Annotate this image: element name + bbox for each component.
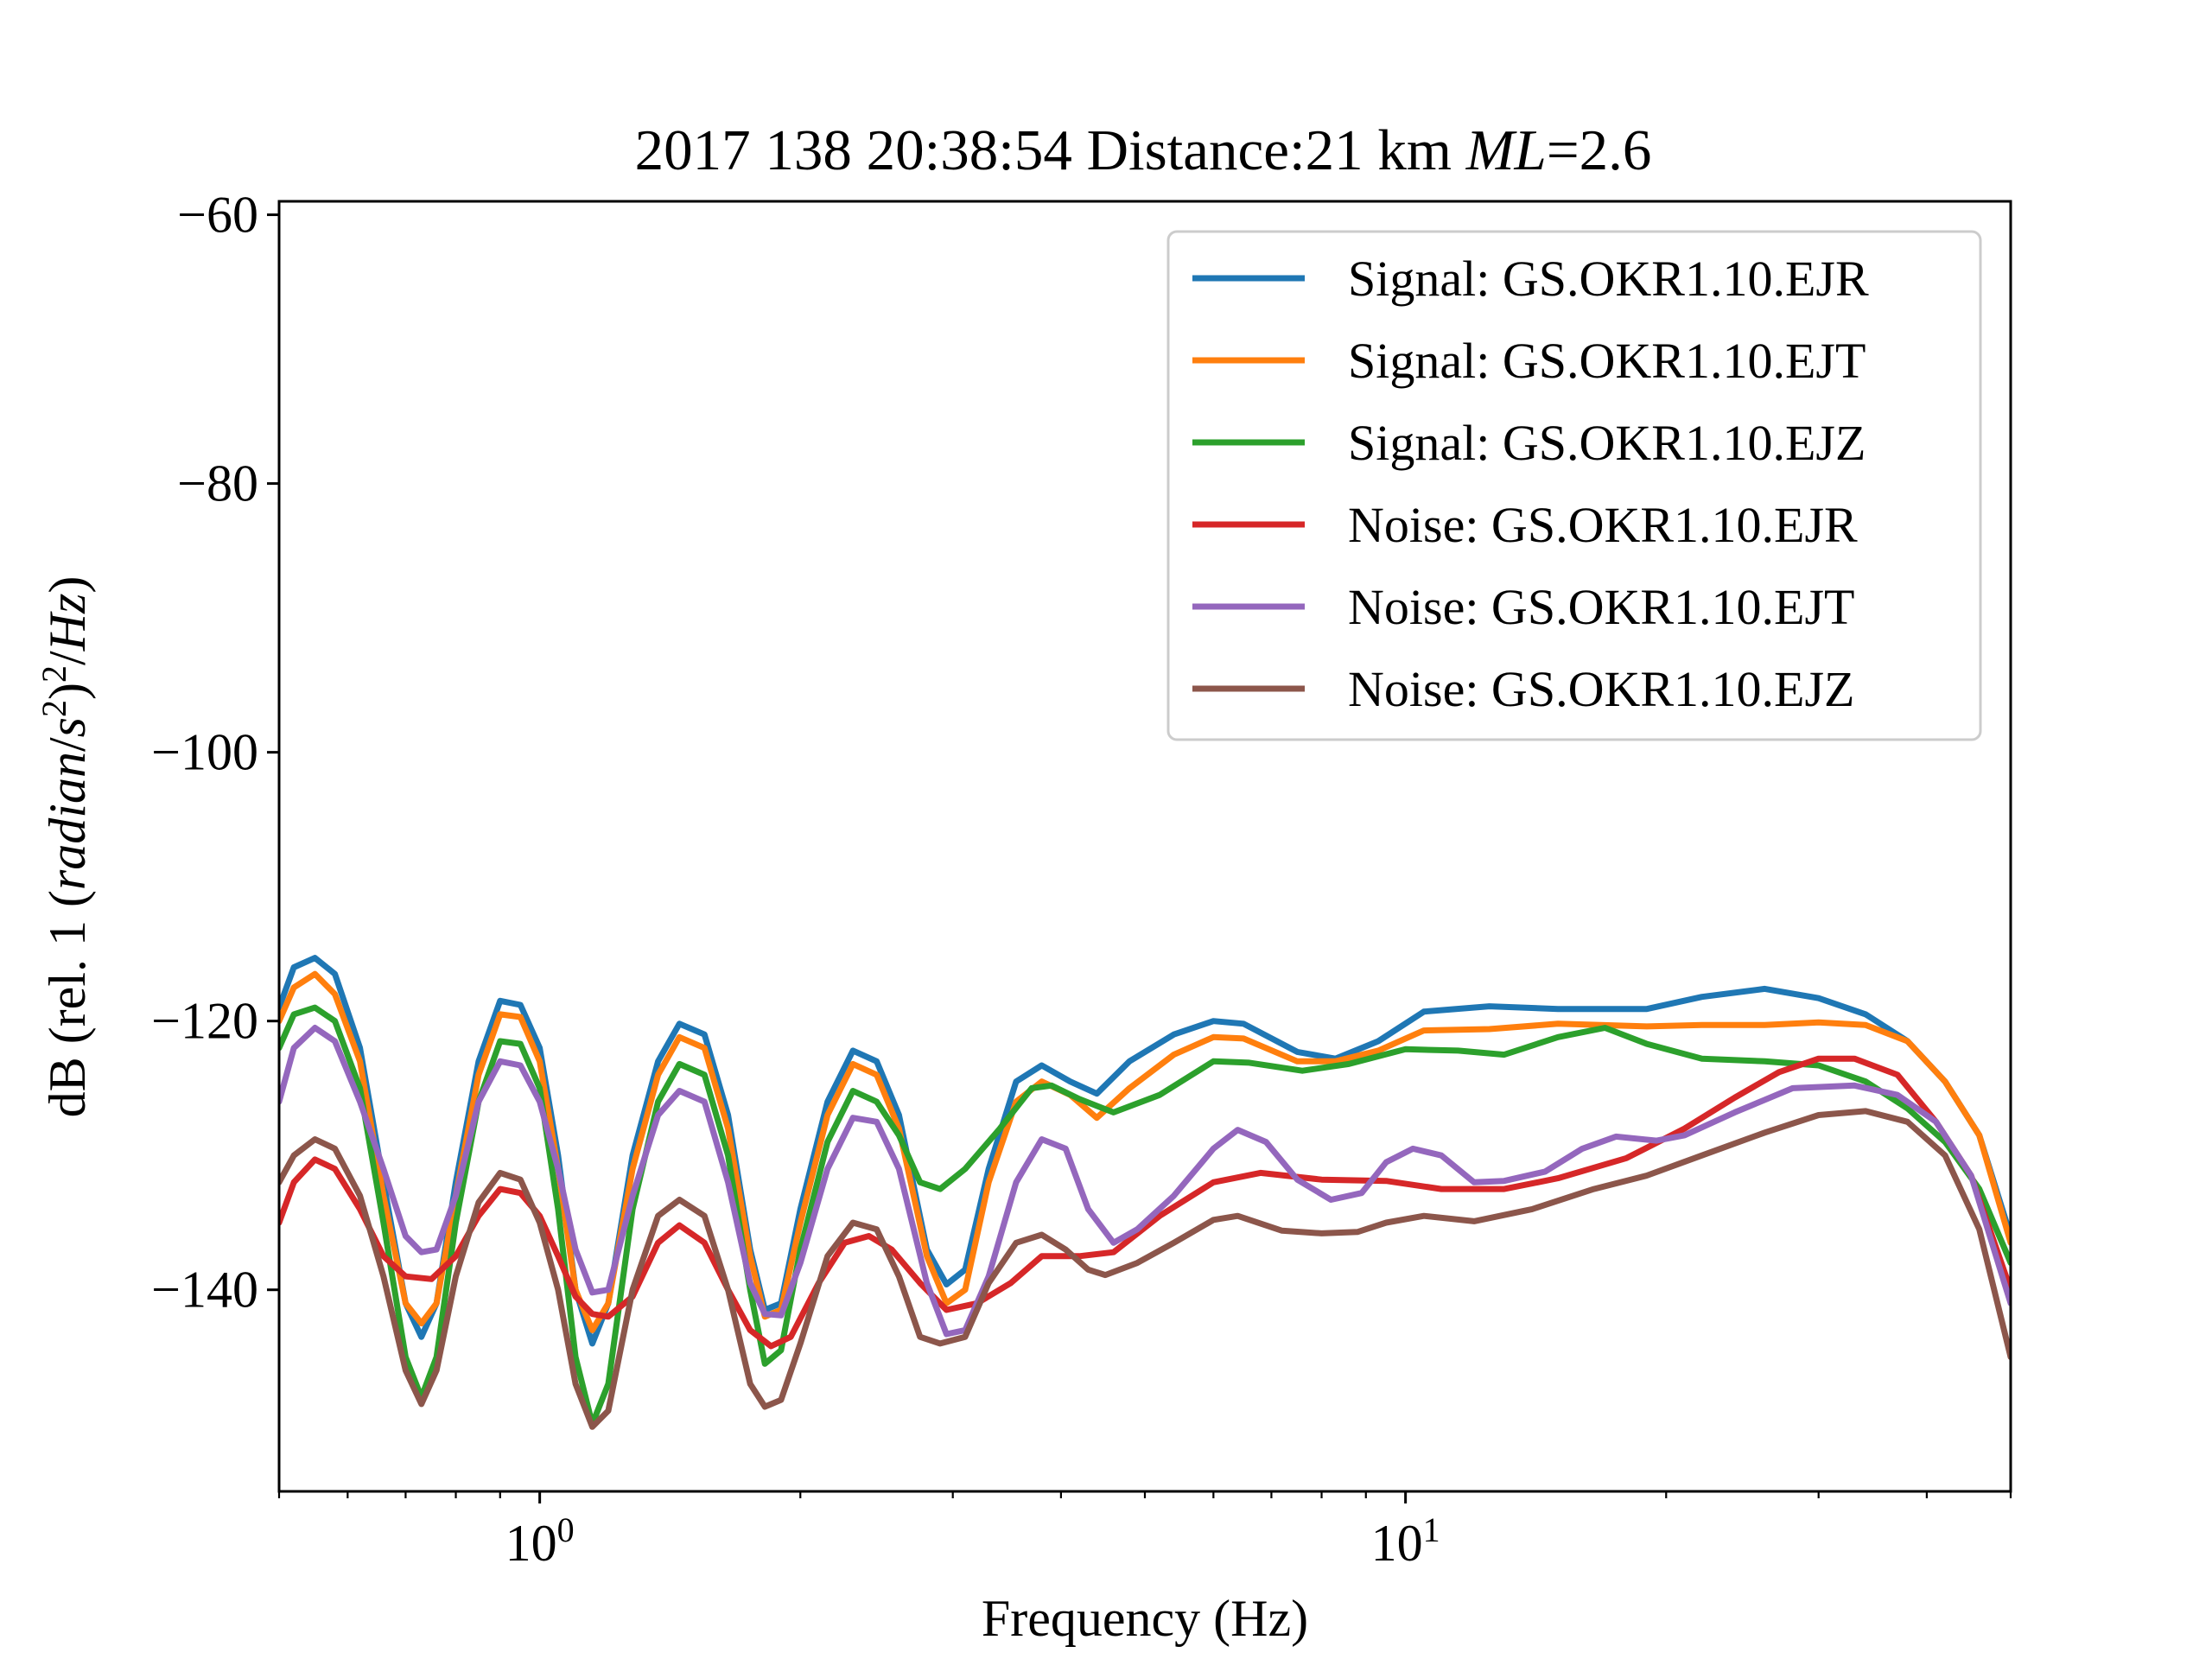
y-axis-label: dB (rel. 1 (radian/s2)2/Hz) <box>35 576 97 1118</box>
y-tick-label: −60 <box>177 187 258 244</box>
x-axis: 100 101 <box>277 1491 2012 1573</box>
series-line-noise-gs-okr1-10-ejz <box>279 1108 2011 1430</box>
legend: Signal: GS.OKR1.10.EJR Signal: GS.OKR1.10… <box>1166 230 1982 741</box>
chart-title: 2017 138 20:38:54 Distance:21 km ML=2.6 <box>635 118 1652 182</box>
legend-label: Signal: GS.OKR1.10.EJZ <box>1348 415 1866 471</box>
x-tick-label: 100 <box>505 1510 575 1573</box>
x-axis-label: Frequency (Hz) <box>982 1590 1308 1647</box>
legend-label: Noise: GS.OKR1.10.EJT <box>1348 579 1854 635</box>
legend-label: Signal: GS.OKR1.10.EJR <box>1348 251 1869 307</box>
legend-label: Noise: GS.OKR1.10.EJZ <box>1348 661 1854 717</box>
series-layer <box>279 955 2011 1430</box>
x-tick-label: 101 <box>1371 1510 1440 1573</box>
legend-label: Signal: GS.OKR1.10.EJT <box>1348 333 1866 389</box>
y-axis: −60 −80 −100 −120 −140 <box>151 187 279 1319</box>
series-line-signal-gs-okr1-10-ejt <box>279 970 2011 1333</box>
legend-label: Noise: GS.OKR1.10.EJR <box>1348 497 1858 553</box>
series-line-noise-gs-okr1-10-ejt <box>279 1025 2011 1338</box>
y-tick-label: −80 <box>177 455 258 512</box>
y-tick-label: −100 <box>151 724 258 781</box>
y-tick-label: −120 <box>151 993 258 1050</box>
series-line-signal-gs-okr1-10-ejz <box>279 1004 2011 1427</box>
y-tick-label: −140 <box>151 1262 258 1319</box>
legend-box <box>1166 230 1982 741</box>
